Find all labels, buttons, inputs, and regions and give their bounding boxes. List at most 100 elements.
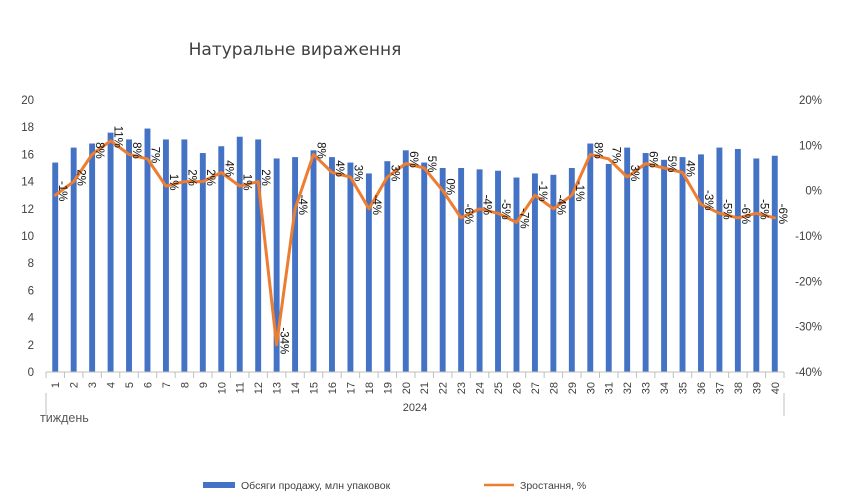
growth-data-label: -6% bbox=[776, 204, 788, 224]
growth-data-label: 1% bbox=[241, 174, 253, 191]
bar bbox=[624, 147, 631, 372]
growth-point bbox=[90, 153, 94, 156]
x-tick-label: 13 bbox=[272, 382, 284, 394]
bar bbox=[550, 174, 557, 372]
x-tick-label: 39 bbox=[751, 382, 763, 394]
growth-data-label: -34% bbox=[278, 327, 290, 354]
bar bbox=[126, 139, 132, 372]
x-tick-label: 14 bbox=[290, 382, 302, 394]
x-tick-label: 34 bbox=[659, 382, 671, 394]
legend: Обсяги продажу, млн упаковок Зростання, … bbox=[203, 480, 586, 492]
growth-point bbox=[515, 221, 518, 224]
bar bbox=[52, 162, 59, 372]
growth-point bbox=[533, 194, 537, 197]
x-tick-label: 38 bbox=[733, 382, 745, 394]
x-tick-label: 26 bbox=[511, 382, 523, 394]
growth-point bbox=[220, 171, 223, 174]
x-tick-label: 5 bbox=[124, 382, 136, 388]
bar bbox=[144, 128, 151, 372]
growth-point bbox=[164, 184, 168, 188]
y-tick-label: 20 bbox=[21, 95, 34, 107]
growth-point bbox=[256, 180, 260, 183]
growth-point bbox=[386, 175, 389, 179]
bar bbox=[605, 163, 612, 372]
x-tick-label: 25 bbox=[493, 382, 505, 394]
growth-point bbox=[441, 189, 444, 192]
growth-point bbox=[607, 157, 610, 161]
bar bbox=[181, 139, 188, 372]
growth-data-label: -6% bbox=[462, 204, 474, 224]
growth-line bbox=[53, 139, 777, 347]
growth-data-label: 2% bbox=[75, 169, 87, 186]
bar bbox=[236, 136, 243, 372]
growth-point bbox=[54, 194, 57, 197]
y-tick-label: 10 bbox=[21, 231, 34, 243]
growth-point bbox=[699, 203, 703, 206]
growth-point bbox=[109, 139, 112, 142]
x-tick-label: 36 bbox=[696, 382, 708, 394]
y-tick-label: 2 bbox=[28, 340, 34, 352]
growth-data-label: -5% bbox=[499, 199, 511, 219]
bar bbox=[771, 155, 778, 372]
chart-title: Натуральне вираження bbox=[189, 40, 402, 60]
x-tick-label: 31 bbox=[604, 382, 616, 394]
y2-tick-label: -10% bbox=[795, 231, 822, 243]
growth-point bbox=[773, 216, 776, 220]
y-tick-label: 0 bbox=[28, 367, 34, 379]
growth-point bbox=[681, 171, 684, 174]
growth-point bbox=[478, 207, 481, 210]
bar bbox=[531, 173, 538, 372]
growth-data-label: 7% bbox=[610, 147, 622, 164]
growth-data-label: -1% bbox=[536, 181, 548, 201]
growth-data-label: 6% bbox=[407, 151, 419, 168]
growth-point bbox=[423, 166, 426, 170]
bar bbox=[476, 169, 483, 372]
x-tick-label: 9 bbox=[198, 382, 210, 388]
x-tick-label: 24 bbox=[475, 382, 487, 394]
x-tick-label: 27 bbox=[530, 382, 542, 394]
growth-data-label: 11% bbox=[112, 126, 124, 148]
bar bbox=[347, 162, 354, 372]
growth-data-label: -1% bbox=[56, 181, 68, 201]
data-labels: -1%2%8%11%8% 7%1% 2% 2%4%1% 2%-34%-4%8%4% 3%-… bbox=[56, 126, 788, 355]
y-tick-label: 8 bbox=[28, 258, 34, 270]
bar bbox=[753, 158, 760, 372]
growth-point bbox=[570, 194, 574, 197]
y-tick-label: 6 bbox=[28, 285, 34, 297]
x-tick-label: 20 bbox=[401, 382, 413, 394]
bar bbox=[679, 157, 686, 372]
bar bbox=[329, 157, 335, 372]
y2-tick-label: -40% bbox=[795, 367, 822, 379]
bar bbox=[513, 177, 520, 372]
bar bbox=[661, 159, 668, 372]
x-tick-label: 12 bbox=[253, 382, 265, 394]
growth-point bbox=[349, 175, 352, 179]
x-tick-label: 30 bbox=[585, 382, 597, 394]
bar bbox=[310, 150, 317, 372]
x-tick-label: 19 bbox=[382, 382, 394, 394]
growth-data-label: -5% bbox=[720, 199, 732, 219]
growth-data-label: 4% bbox=[333, 160, 345, 177]
growth-data-label: 3% bbox=[628, 165, 640, 182]
growth-point bbox=[127, 153, 131, 156]
bar bbox=[587, 143, 594, 372]
growth-point bbox=[146, 157, 149, 161]
x-tick-label: 2 bbox=[69, 382, 81, 388]
bar bbox=[716, 147, 723, 372]
bar bbox=[199, 153, 206, 372]
bar bbox=[273, 158, 280, 372]
growth-data-label: -4% bbox=[554, 195, 566, 215]
growth-data-label: -3% bbox=[702, 190, 714, 210]
bar bbox=[439, 168, 446, 372]
bar bbox=[495, 170, 501, 372]
growth-data-label: -4% bbox=[296, 195, 308, 215]
growth-point bbox=[183, 180, 186, 183]
growth-point bbox=[330, 171, 334, 174]
y-tick-label: 16 bbox=[21, 149, 34, 161]
bar bbox=[70, 147, 77, 372]
x-tick-label: 29 bbox=[567, 382, 579, 394]
growth-point bbox=[404, 162, 407, 165]
growth-data-label: 6% bbox=[647, 151, 659, 168]
y-tick-label: 4 bbox=[28, 313, 35, 325]
